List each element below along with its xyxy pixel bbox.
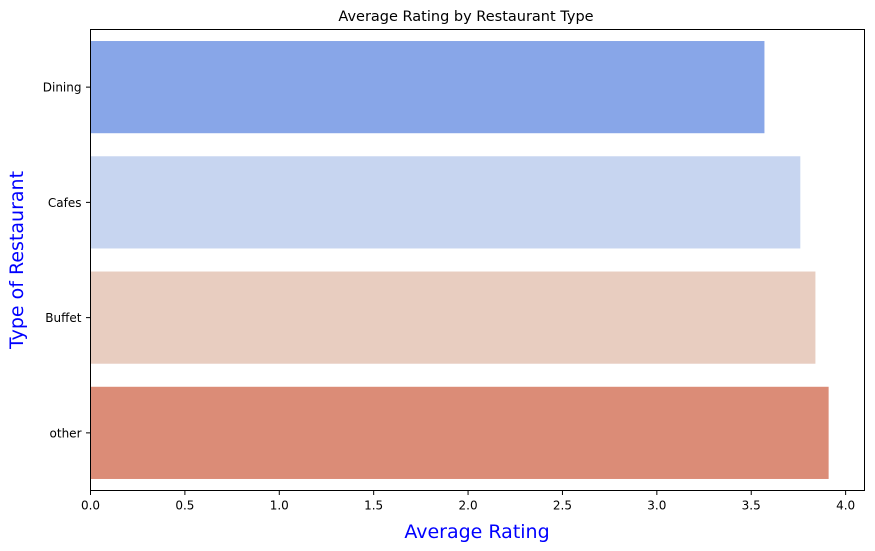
y-axis-title: Type of Restaurant <box>6 171 28 350</box>
x-axis-title: Average Rating <box>404 521 549 543</box>
x-tick-label: 3.5 <box>742 499 761 513</box>
x-tick-label: 0.0 <box>81 499 100 513</box>
y-tick-label: Buffet <box>45 311 81 325</box>
x-tick-label: 4.0 <box>836 499 855 513</box>
x-axis: 0.0 0.5 1.0 1.5 2.0 2.5 3.0 3.5 4.0 <box>81 490 855 513</box>
y-axis: Dining Cafes Buffet other <box>43 81 91 440</box>
y-tick-label: Dining <box>43 81 82 95</box>
bar-cafes <box>90 156 801 249</box>
x-tick-label: 3.0 <box>647 499 666 513</box>
x-tick-label: 0.5 <box>175 499 194 513</box>
bars-layer <box>90 41 829 479</box>
bar-dining <box>90 41 765 134</box>
bar-other <box>90 386 829 479</box>
plot-frame <box>90 29 865 491</box>
x-tick-label: 1.5 <box>364 499 383 513</box>
x-tick-label: 1.0 <box>270 499 289 513</box>
y-tick-label: other <box>50 426 82 440</box>
x-tick-label: 2.5 <box>553 499 572 513</box>
y-tick-label: Cafes <box>48 196 82 210</box>
chart-title: Average Rating by Restaurant Type <box>338 9 593 25</box>
bar-buffet <box>90 271 816 364</box>
x-tick-label: 2.0 <box>459 499 478 513</box>
